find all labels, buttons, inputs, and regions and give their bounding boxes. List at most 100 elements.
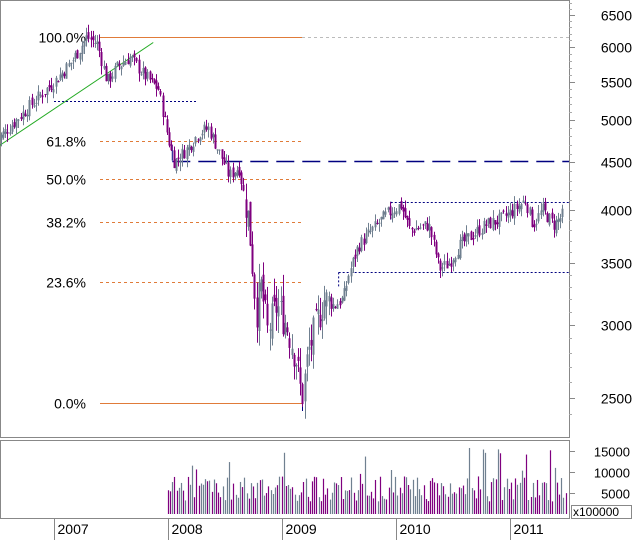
candle-body <box>76 50 79 59</box>
candle-body <box>264 294 267 301</box>
volume-bars <box>167 447 568 514</box>
candle-body <box>4 128 7 134</box>
candle-body <box>13 122 16 127</box>
candle-body <box>111 76 114 79</box>
candle-body <box>79 53 82 60</box>
candle-body <box>173 150 176 169</box>
candle-body <box>6 132 9 134</box>
candle-body <box>94 43 97 45</box>
candle-body <box>138 59 141 74</box>
candle-body <box>46 87 49 95</box>
candle-body <box>207 126 210 131</box>
candle-body <box>114 65 117 79</box>
candle-body <box>391 213 394 219</box>
candle-body <box>341 297 344 303</box>
candle-body <box>33 105 36 107</box>
candle-body <box>232 167 235 178</box>
price-label-6000: 6000 <box>601 40 632 56</box>
candle-body <box>441 267 444 269</box>
price-label-3000: 3000 <box>601 318 632 334</box>
candle-body <box>275 297 278 313</box>
candle-body <box>387 207 390 210</box>
candle-body <box>181 148 184 159</box>
candle-body <box>408 218 411 226</box>
fibonacci-levels: 100.0% 61.8% 50.0% 38.2% 23.6% 0.0% <box>39 30 569 412</box>
candle-body <box>308 346 311 350</box>
candle-body <box>306 354 309 367</box>
candle-body <box>242 184 245 191</box>
candle-body <box>177 157 180 160</box>
candle-body <box>26 114 29 117</box>
fib-label: 61.8% <box>46 134 86 150</box>
candle-body <box>168 132 171 146</box>
candle-body <box>446 260 449 269</box>
candle-body <box>249 201 252 246</box>
candle-body <box>17 119 20 121</box>
candle-body <box>518 205 521 212</box>
candle-body <box>360 237 363 252</box>
candle-body <box>135 57 138 62</box>
candle-body <box>210 126 213 139</box>
candle-body <box>380 216 383 220</box>
candle-body <box>271 303 274 339</box>
candle-body <box>546 213 549 223</box>
candle-body <box>400 201 403 209</box>
candle-body <box>524 202 527 204</box>
candle-body <box>384 211 387 215</box>
candle-body <box>103 66 106 69</box>
candle-body <box>424 221 427 224</box>
candle-body <box>343 288 346 301</box>
candle-body <box>413 230 416 233</box>
candle-body <box>533 224 536 228</box>
candle-body <box>354 254 357 259</box>
candle-body <box>485 224 488 226</box>
candle-body <box>107 74 110 82</box>
candle-body <box>175 158 178 171</box>
candle-body <box>131 56 134 58</box>
candle-body <box>463 234 466 242</box>
candle-body <box>72 60 75 62</box>
candle-body <box>435 241 438 255</box>
candle-body <box>315 308 318 311</box>
volume-label-15000: 15000 <box>594 445 630 460</box>
candle-body <box>352 257 355 267</box>
candle-body <box>505 213 508 216</box>
candle-body <box>376 222 379 224</box>
fib-label: 38.2% <box>46 215 86 231</box>
candle-body <box>402 207 405 212</box>
trendline-line <box>0 42 154 146</box>
candle-body <box>39 94 42 96</box>
candle-body <box>44 94 47 96</box>
candle-body <box>245 199 248 218</box>
candle-body <box>481 232 484 235</box>
candle-body <box>142 68 145 74</box>
candle-body <box>559 217 562 222</box>
candle-body <box>118 63 121 66</box>
candle-body <box>277 306 280 317</box>
candle-body <box>20 116 23 119</box>
candle-body <box>170 144 173 151</box>
candle-body <box>301 384 304 405</box>
candle-body <box>109 72 112 82</box>
candle-body <box>186 147 189 160</box>
candle-body <box>70 62 73 64</box>
candle-body <box>500 212 503 214</box>
candle-body <box>439 260 442 271</box>
candle-body <box>459 239 462 259</box>
candle-body <box>457 254 460 260</box>
candle-body <box>336 304 339 309</box>
year-label-2009: 2009 <box>286 521 317 537</box>
candle-body <box>266 303 269 326</box>
candle-body <box>2 131 5 138</box>
candle-body <box>347 275 350 283</box>
candle-body <box>422 224 425 226</box>
candle-body <box>542 203 545 212</box>
candle-body <box>310 339 313 346</box>
candle-body <box>190 146 193 151</box>
candle-body <box>522 200 525 203</box>
candle-body <box>417 227 420 229</box>
candle-body <box>452 260 455 264</box>
candle-body <box>57 81 60 83</box>
year-label-2010: 2010 <box>400 521 431 537</box>
